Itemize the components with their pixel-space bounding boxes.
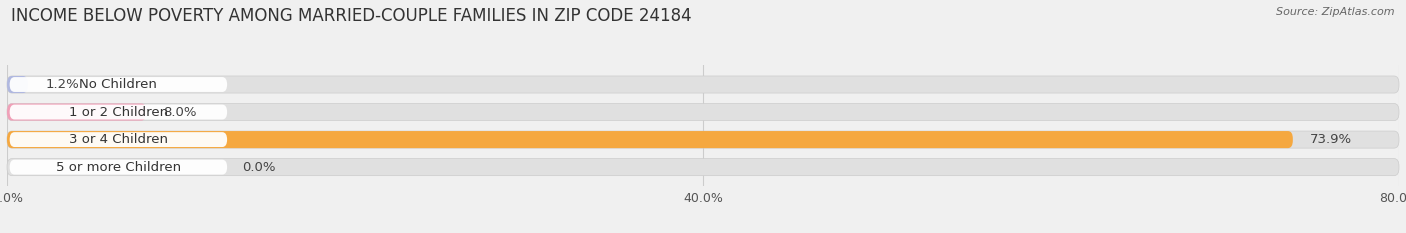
Text: Source: ZipAtlas.com: Source: ZipAtlas.com [1277,7,1395,17]
Text: INCOME BELOW POVERTY AMONG MARRIED-COUPLE FAMILIES IN ZIP CODE 24184: INCOME BELOW POVERTY AMONG MARRIED-COUPL… [11,7,692,25]
Text: 3 or 4 Children: 3 or 4 Children [69,133,167,146]
FancyBboxPatch shape [10,160,228,175]
Text: 8.0%: 8.0% [163,106,197,119]
FancyBboxPatch shape [10,77,228,92]
FancyBboxPatch shape [10,132,228,147]
Text: 1 or 2 Children: 1 or 2 Children [69,106,167,119]
Text: 73.9%: 73.9% [1310,133,1353,146]
FancyBboxPatch shape [7,131,1294,148]
Text: 5 or more Children: 5 or more Children [56,161,181,174]
FancyBboxPatch shape [7,159,1399,176]
FancyBboxPatch shape [7,131,1399,148]
FancyBboxPatch shape [7,103,146,121]
FancyBboxPatch shape [7,76,28,93]
FancyBboxPatch shape [7,103,1399,121]
Text: 0.0%: 0.0% [242,161,276,174]
Text: 1.2%: 1.2% [45,78,79,91]
FancyBboxPatch shape [7,76,1399,93]
FancyBboxPatch shape [10,105,228,120]
Text: No Children: No Children [80,78,157,91]
